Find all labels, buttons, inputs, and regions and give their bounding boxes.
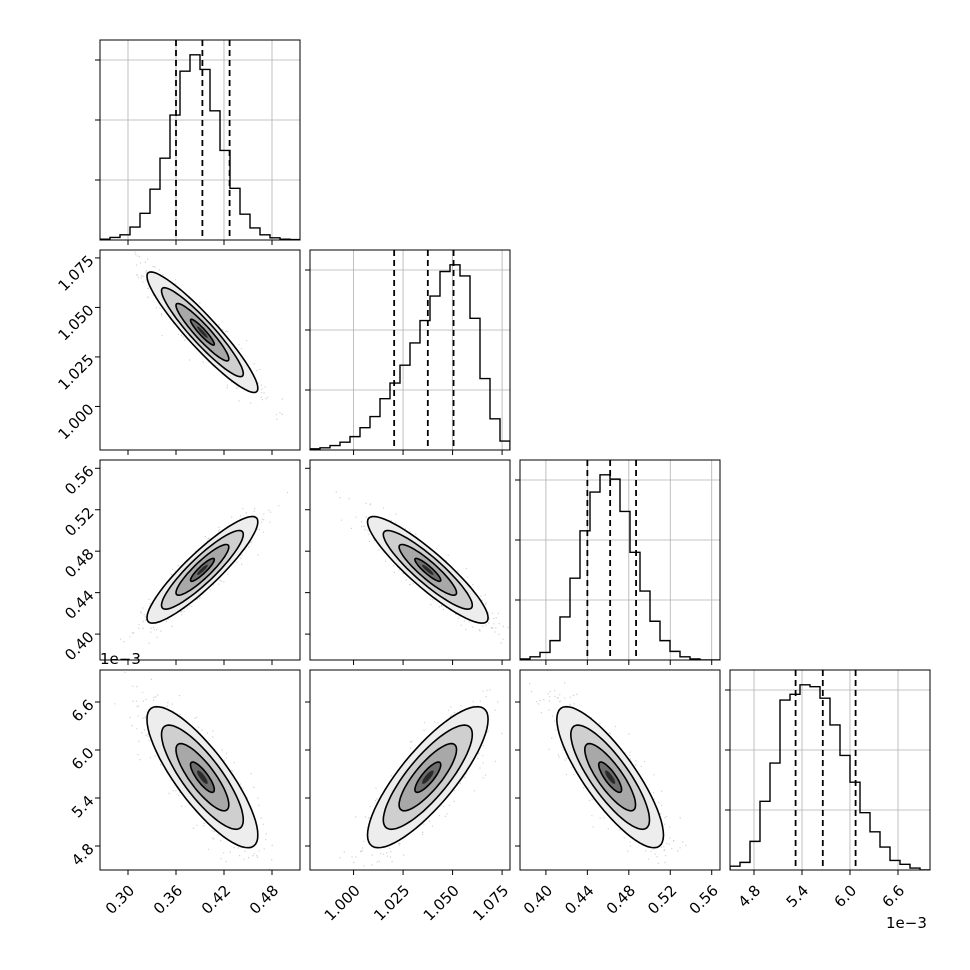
y-tick-label: 0.48 <box>61 545 97 581</box>
contour-3 <box>189 557 216 583</box>
y-tick-label: 4.8 <box>68 840 98 870</box>
density-core <box>422 564 434 575</box>
panel-1-1 <box>310 250 510 450</box>
x-tick-label: 4.8 <box>735 882 765 912</box>
density-core <box>422 770 434 784</box>
contour-0 <box>366 705 489 849</box>
panel-frame <box>309 459 511 661</box>
x-tick-label: 1.050 <box>420 882 463 925</box>
panels-layer <box>99 39 931 871</box>
panel-0-0 <box>100 40 300 240</box>
offset-text-bottom: 1e−3 <box>886 914 927 932</box>
panel-frame <box>99 669 301 871</box>
contour-0 <box>555 705 665 849</box>
x-tick-label: 0.48 <box>603 882 639 918</box>
histogram-0 <box>100 54 300 240</box>
contour-1 <box>382 724 474 831</box>
panel-frame <box>519 459 721 661</box>
x-tick-label: 0.30 <box>102 882 138 918</box>
contour-1 <box>569 724 651 831</box>
contour-3 <box>189 761 216 794</box>
panel-frame <box>729 669 931 871</box>
x-tick-label: 5.4 <box>783 882 813 912</box>
contour-1 <box>160 286 245 378</box>
x-tick-label: 0.42 <box>198 882 234 918</box>
panel-frame <box>99 39 301 241</box>
density-core <box>197 770 208 784</box>
panel-2-0 <box>119 491 289 660</box>
contour-1 <box>160 724 245 831</box>
y-tick-label: 1.000 <box>54 400 97 443</box>
panel-frame <box>309 669 511 871</box>
x-tick-label: 0.52 <box>644 882 680 918</box>
contour-1 <box>160 529 245 611</box>
contour-0 <box>146 705 259 849</box>
y-tick-label: 1.075 <box>54 252 97 295</box>
y-tick-label: 5.4 <box>68 792 98 822</box>
panel-frame <box>309 249 511 451</box>
contour-2 <box>398 543 458 596</box>
x-tick-label: 6.6 <box>879 882 909 912</box>
histogram-2 <box>520 474 720 660</box>
x-tick-label: 6.0 <box>831 882 861 912</box>
panel-3-1 <box>339 689 503 870</box>
density-core <box>197 564 208 575</box>
y-tick-label: 1.025 <box>54 351 97 394</box>
contour-0 <box>146 271 259 394</box>
contour-2 <box>175 302 230 362</box>
x-tick-label: 1.075 <box>469 882 512 925</box>
histogram-1 <box>310 264 510 450</box>
x-tick-label: 0.48 <box>246 882 282 918</box>
panel-2-1 <box>335 491 509 644</box>
offset-text-left: 1e−3 <box>100 650 141 668</box>
y-tick-label: 6.0 <box>68 744 98 774</box>
density-core <box>197 326 208 338</box>
contour-3 <box>414 557 442 583</box>
x-tick-label: 0.56 <box>686 882 722 918</box>
contour-0 <box>146 515 259 624</box>
x-tick-label: 1.025 <box>370 882 413 925</box>
panel-3-0 <box>114 671 273 870</box>
contour-3 <box>597 761 623 794</box>
x-tick-label: 0.36 <box>150 882 186 918</box>
y-tick-label: 6.6 <box>68 696 98 726</box>
y-tick-label: 0.52 <box>61 504 97 540</box>
contour-0 <box>366 515 489 624</box>
density-core <box>605 770 616 784</box>
panel-frame <box>99 459 301 661</box>
x-tick-label: 0.40 <box>520 882 556 918</box>
contour-3 <box>189 318 216 346</box>
y-tick-label: 0.56 <box>61 462 97 498</box>
y-tick-label: 0.44 <box>61 586 97 622</box>
y-tick-label: 0.40 <box>61 628 97 664</box>
contour-2 <box>583 742 637 812</box>
x-tick-label: 1.000 <box>321 882 364 925</box>
contour-1 <box>382 529 474 611</box>
contour-2 <box>175 543 230 596</box>
panel-frame <box>99 249 301 451</box>
x-tick-label: 0.44 <box>561 882 597 918</box>
panel-1-0 <box>134 251 283 420</box>
panel-2-2 <box>520 460 720 660</box>
panel-3-3 <box>730 670 930 870</box>
contour-2 <box>175 742 230 812</box>
panel-3-2 <box>529 670 687 864</box>
panel-frame <box>519 669 721 871</box>
histogram-3 <box>730 684 930 870</box>
contour-3 <box>414 761 442 794</box>
contour-2 <box>398 742 458 812</box>
y-tick-label: 1.050 <box>54 301 97 344</box>
